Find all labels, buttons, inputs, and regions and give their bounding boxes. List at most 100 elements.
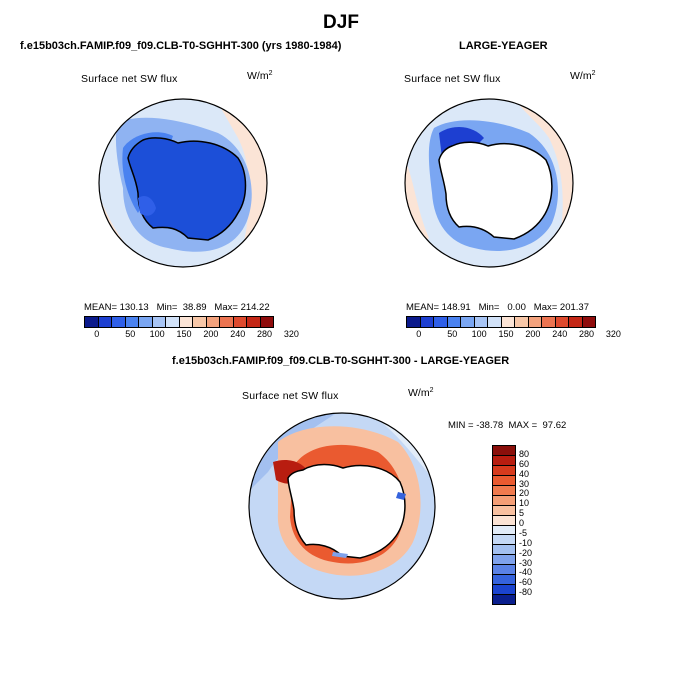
colorbar-swatch: [166, 317, 180, 327]
colorbar-tick-label: 150: [498, 329, 514, 339]
panel-right-stats: MEAN= 148.91 Min= 0.00 Max= 201.37: [406, 302, 589, 313]
blue-strip: [396, 492, 406, 500]
colorbar-swatch: [434, 317, 448, 327]
panel-right-subtitle: Surface net SW flux: [404, 73, 501, 85]
ice-shelf: [138, 196, 156, 216]
colorbar-swatch: [493, 555, 515, 566]
colorbar-swatch: [493, 535, 515, 546]
colorbar-swatch: [493, 505, 515, 516]
colorbar-tick-label: -60: [519, 577, 533, 588]
colorbar-swatch: [420, 317, 434, 327]
colorbar-swatch: [447, 317, 461, 327]
colorbar-swatch: [515, 317, 529, 327]
antarctica-land: [287, 463, 406, 559]
colorbar-tick-label: 5: [519, 508, 525, 519]
colorbar-swatch: [493, 525, 515, 536]
map-diff: [248, 412, 436, 600]
colorbar-swatch: [125, 317, 139, 327]
colorbar-swatch: [112, 317, 126, 327]
main-title: DJF: [323, 12, 359, 33]
colorbar-left: [84, 316, 274, 328]
colorbar-tick-label: 30: [519, 478, 530, 489]
colorbar-swatch: [555, 317, 569, 327]
panel-diff-stats: MIN = -38.78 MAX = 97.62: [448, 420, 567, 431]
colorbar-tick-label: 320: [605, 329, 621, 339]
colorbar-swatch: [461, 317, 475, 327]
colorbar-tick-label: 280: [579, 329, 595, 339]
colorbar-tick-label: 150: [176, 329, 192, 339]
antarctica-land: [438, 141, 553, 240]
colorbar-swatch: [493, 475, 515, 486]
colorbar-swatch: [260, 317, 273, 327]
colorbar-tick-label: 0: [94, 329, 100, 339]
colorbar-tick-label: -20: [519, 547, 533, 558]
colorbar-tick-label: 60: [519, 458, 530, 469]
colorbar-tick-label: -40: [519, 567, 533, 578]
panel-left-title: f.e15b03ch.FAMIP.f09_f09.CLB-T0-SGHHT-30…: [20, 40, 342, 52]
colorbar-swatch: [501, 317, 515, 327]
colorbar-tick-label: 0: [519, 518, 525, 528]
colorbar-swatch: [493, 545, 515, 556]
colorbar-swatch: [206, 317, 220, 327]
colorbar-swatch: [542, 317, 556, 327]
panel-left-subtitle: Surface net SW flux: [81, 73, 178, 85]
colorbar-swatch: [98, 317, 112, 327]
colorbar-tick-label: 200: [203, 329, 219, 339]
warm-region: [514, 99, 573, 267]
panel-diff-subtitle: Surface net SW flux: [242, 390, 339, 402]
colorbar-tick-label: 10: [519, 498, 530, 509]
colorbar-swatch: [493, 495, 515, 506]
colorbar-tick-label: 0: [416, 329, 422, 339]
colorbar-swatch: [193, 317, 207, 327]
colorbar-swatch: [493, 595, 515, 604]
colorbar-swatch: [493, 575, 515, 586]
colorbar-left-ticks: 0 50 100 150 200 240 280 320: [84, 329, 299, 341]
map-left: [98, 98, 268, 268]
colorbar-swatch: [233, 317, 247, 327]
colorbar-swatch: [474, 317, 488, 327]
colorbar-tick-label: 20: [519, 488, 530, 499]
colorbar-swatch: [247, 317, 261, 327]
colorbar-swatch: [493, 565, 515, 576]
colorbar-tick-label: 240: [552, 329, 568, 339]
panel-right-title: LARGE-YEAGER: [459, 40, 548, 52]
colorbar-tick-label: 240: [230, 329, 246, 339]
colorbar-tick-label: 80: [519, 448, 530, 459]
colorbar-swatch: [582, 317, 595, 327]
colorbar-swatch: [493, 485, 515, 496]
colorbar-tick-label: -10: [519, 537, 533, 548]
blue-strip: [332, 552, 348, 558]
colorbar-tick-label: 100: [471, 329, 487, 339]
colorbar-tick-label: 100: [149, 329, 165, 339]
colorbar-swatch: [569, 317, 583, 327]
colorbar-swatch: [152, 317, 166, 327]
colorbar-swatch: [407, 317, 421, 327]
colorbar-swatch: [179, 317, 193, 327]
colorbar-tick-label: 50: [125, 329, 136, 339]
colorbar-tick-label: -30: [519, 557, 533, 568]
colorbar-swatch: [528, 317, 542, 327]
colorbar-swatch: [493, 585, 515, 596]
colorbar-tick-label: 40: [519, 468, 530, 479]
colorbar-right-ticks: 0 50 100 150 200 240 280 320: [406, 329, 621, 341]
panel-right-units: W/m2: [570, 70, 596, 82]
colorbar-swatch: [493, 465, 515, 476]
antarctica-ice: [127, 137, 247, 241]
colorbar-tick-label: -5: [519, 527, 528, 538]
panel-left-stats: MEAN= 130.13 Min= 38.89 Max= 214.22: [84, 302, 270, 313]
colorbar-diff: [492, 445, 516, 605]
colorbar-swatch: [493, 455, 515, 466]
colorbar-swatch: [493, 446, 515, 456]
colorbar-swatch: [139, 317, 153, 327]
panel-diff-units: W/m2: [408, 387, 434, 399]
map-right: [404, 98, 574, 268]
colorbar-swatch: [220, 317, 234, 327]
colorbar-diff-ticks: 80 60 40 30 20 10 5 0 -5 -10 -20 -30 -40 -60 -80: [519, 445, 559, 605]
panel-diff-title: f.e15b03ch.FAMIP.f09_f09.CLB-T0-SGHHT-30…: [172, 355, 510, 367]
colorbar-tick-label: 320: [283, 329, 299, 339]
colorbar-swatch: [85, 317, 99, 327]
colorbar-tick-label: 50: [447, 329, 458, 339]
colorbar-tick-label: 280: [257, 329, 273, 339]
colorbar-swatch: [493, 515, 515, 526]
colorbar-tick-label: -80: [519, 587, 533, 598]
